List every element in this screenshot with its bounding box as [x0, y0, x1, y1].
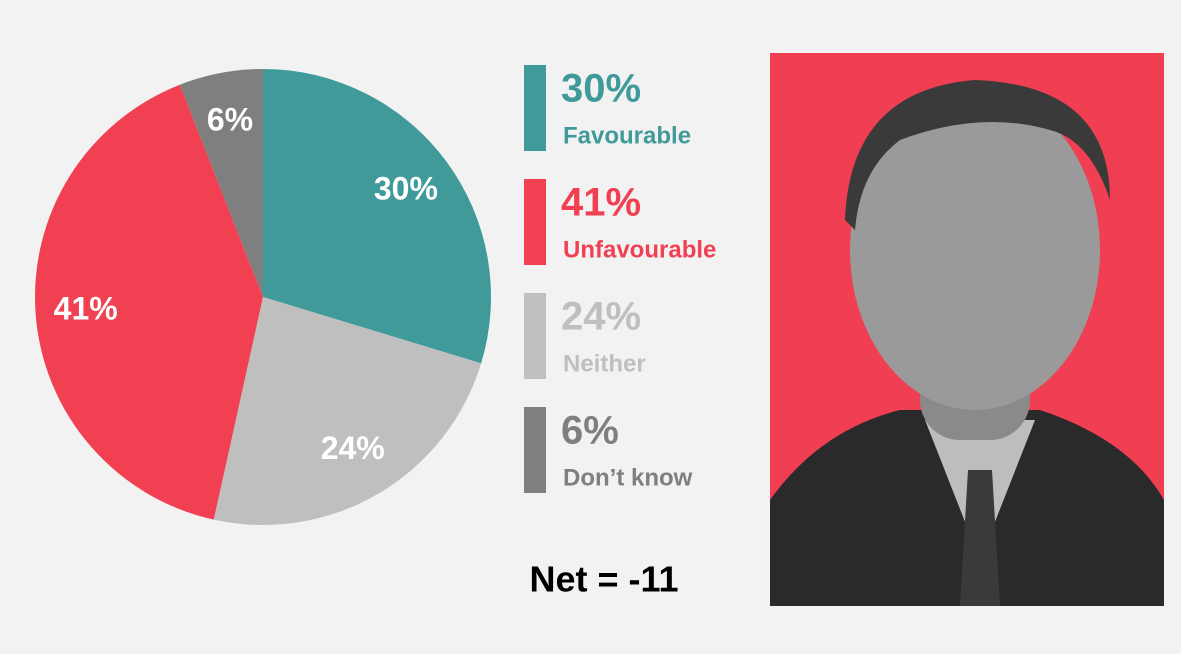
slice-label: 41% [54, 290, 118, 326]
legend-value: 6% [561, 409, 619, 453]
legend-swatch [524, 65, 546, 151]
legend-value: 30% [561, 67, 641, 111]
legend-label: Don’t know [563, 464, 693, 491]
pie-slice [35, 84, 263, 520]
slice-label: 6% [207, 102, 253, 138]
legend-value: 41% [561, 181, 641, 225]
legend-swatch [524, 179, 546, 265]
net-annotation: Net = -11 [529, 559, 678, 600]
pie-slice [179, 69, 263, 297]
photo [770, 53, 1164, 606]
legend-label: Favourable [563, 122, 691, 149]
legend-label: Neither [563, 350, 646, 377]
legend-swatch [524, 293, 546, 379]
pie-slice [213, 297, 482, 525]
pie-slice [263, 69, 491, 364]
photo-tie [960, 470, 1000, 606]
legend-swatch [524, 407, 546, 493]
legend-value: 24% [561, 295, 641, 339]
slice-label: 24% [321, 430, 385, 466]
photo-face [850, 90, 1100, 410]
photo-hair [845, 80, 1110, 230]
legend-label: Unfavourable [563, 236, 716, 263]
slice-label: 30% [374, 171, 438, 207]
